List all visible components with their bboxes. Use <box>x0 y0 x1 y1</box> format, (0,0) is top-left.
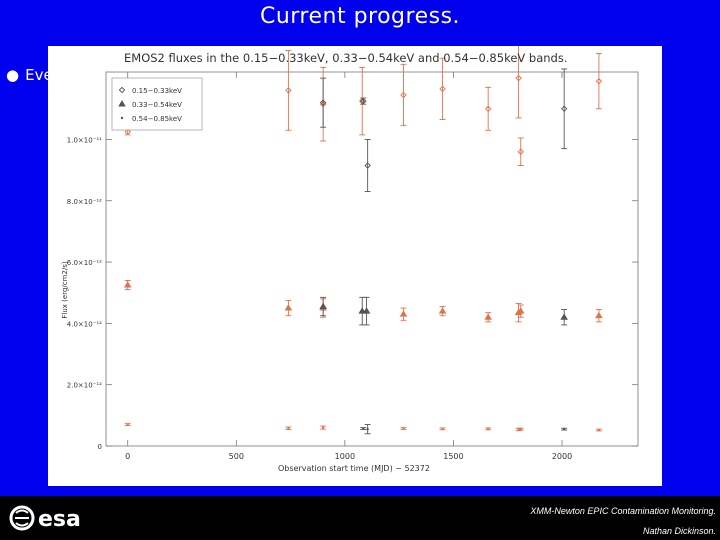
legend-entry: 0.15−0.33keV <box>132 87 182 95</box>
data-point-dot <box>362 427 365 430</box>
data-point-triangle <box>399 310 408 317</box>
data-point-triangle <box>438 307 447 314</box>
data-point-dot <box>597 428 601 432</box>
x-tick-label: 1000 <box>335 452 355 461</box>
x-axis-label: Observation start time (MJD) − 52372 <box>278 464 430 473</box>
legend-box <box>111 77 203 131</box>
x-tick-label: 500 <box>229 452 244 461</box>
bullet-text: Eve <box>25 66 53 84</box>
esa-logo-icon: esa <box>9 505 81 532</box>
y-tick-label: 2.0×10⁻¹² <box>67 382 102 390</box>
bullet-dot-icon: ● <box>6 66 20 84</box>
data-point-diamond <box>360 97 367 105</box>
data-point-diamond <box>484 105 492 113</box>
plot-frame <box>105 71 639 447</box>
data-point-diamond <box>319 99 327 106</box>
data-point-dot <box>562 427 566 431</box>
footer-project: XMM-Newton EPIC Contamination Monitoring… <box>530 506 716 516</box>
data-point-dot <box>120 116 124 120</box>
data-point-triangle <box>118 100 126 107</box>
footer-bar: esa XMM-Newton EPIC Contamination Monito… <box>0 496 720 540</box>
data-point-diamond <box>517 148 524 155</box>
data-point-diamond <box>358 97 366 105</box>
data-point-diamond <box>439 85 446 93</box>
x-tick-label: 2000 <box>552 452 572 461</box>
y-tick-label: 6.0×10⁻¹² <box>67 259 102 267</box>
data-point-triangle <box>362 307 371 314</box>
data-point-triangle <box>284 304 293 311</box>
y-tick-label: 4.0×10⁻¹² <box>67 320 102 328</box>
data-point-dot <box>126 423 129 426</box>
legend-entry: 0.33−0.54keV <box>132 101 182 109</box>
data-point-dot <box>366 427 369 431</box>
data-point-dot <box>486 427 490 431</box>
esa-logo-text: esa <box>38 507 81 532</box>
y-tick-label: 1.0×10⁻¹¹ <box>67 136 102 144</box>
data-point-triangle <box>319 302 327 309</box>
bullet-item: ● Eve <box>6 66 53 84</box>
data-point-diamond <box>515 74 522 82</box>
data-point-triangle <box>595 311 603 319</box>
data-point-dot <box>287 427 290 430</box>
data-point-diamond <box>118 86 126 94</box>
data-point-diamond <box>400 91 407 99</box>
data-point-triangle <box>484 313 492 320</box>
y-tick-label: 8.0×10⁻¹² <box>67 198 102 206</box>
data-point-diamond <box>595 77 603 85</box>
data-point-triangle <box>123 281 132 288</box>
data-point-triangle <box>560 313 568 320</box>
x-tick-label: 0 <box>125 452 130 461</box>
data-point-dot <box>321 426 325 429</box>
data-point-dot <box>441 427 444 431</box>
data-point-triangle <box>358 307 367 314</box>
chart-title: EMOS2 fluxes in the 0.15−0.33keV, 0.33−0… <box>124 51 568 65</box>
data-point-diamond <box>285 87 292 94</box>
chart-panel: 0 500 1000 1500 2000 0 2.0×10⁻¹² 4.0×10⁻¹² 6.0×1… <box>48 46 662 486</box>
footer-author: Nathan Dickinson. <box>642 526 716 536</box>
data-point-diamond <box>364 162 371 169</box>
x-tick-label: 1500 <box>443 452 463 461</box>
y-tick-label: 0 <box>98 443 102 451</box>
data-point-triangle <box>516 307 525 314</box>
data-point-dot <box>519 427 522 431</box>
data-point-diamond <box>560 105 568 113</box>
data-point-dot <box>402 427 405 430</box>
data-point-diamond <box>124 128 131 136</box>
y-axis-label: Flux (erg/cm2/s) <box>61 261 69 319</box>
slide-title: Current progress. <box>259 4 461 29</box>
legend-entry: 0.54−0.85keV <box>132 115 182 123</box>
flux-chart: 0 500 1000 1500 2000 0 2.0×10⁻¹² 4.0×10⁻¹² 6.0×1… <box>67 46 639 461</box>
